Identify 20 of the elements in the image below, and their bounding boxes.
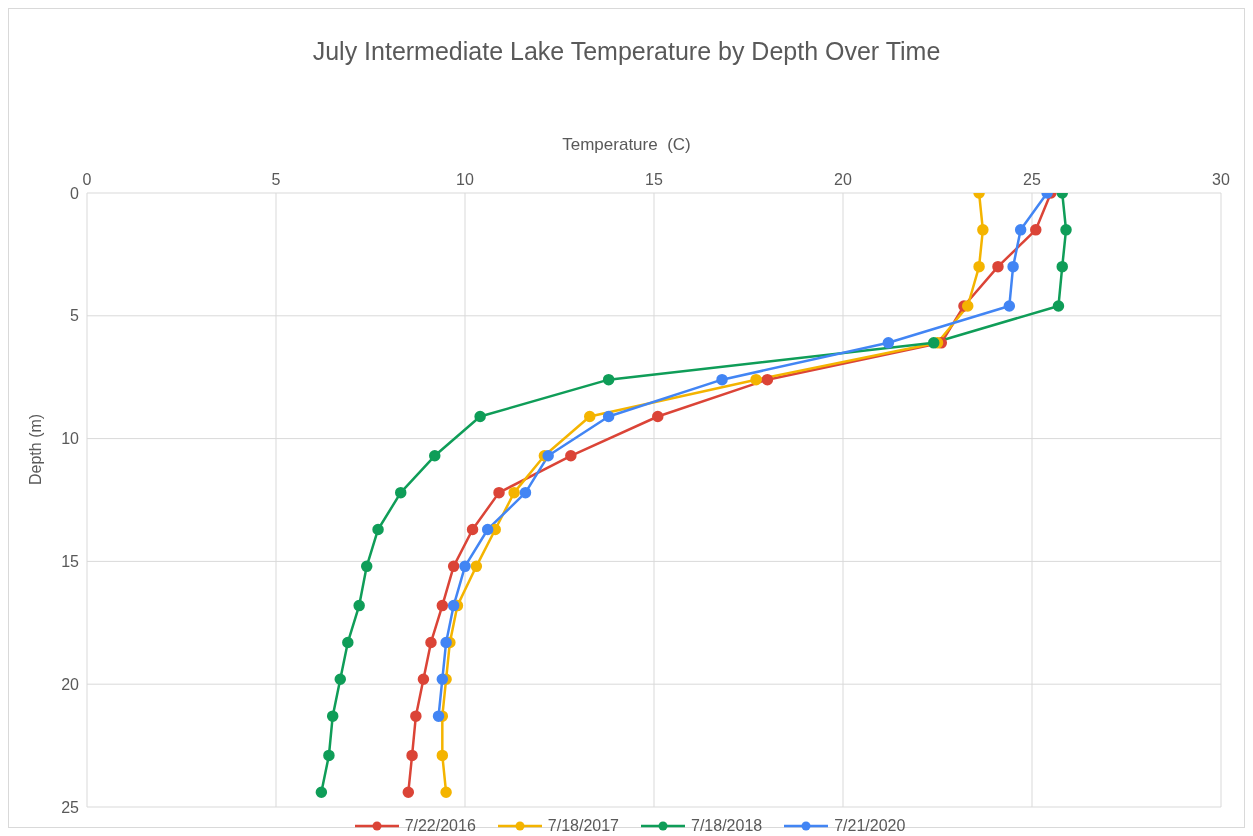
x-tick-label: 30 [1212,171,1230,188]
x-tick-label: 5 [271,171,281,188]
y-tick-label: 20 [61,675,80,693]
y-tick-label: 25 [61,798,80,816]
x-tick-label: 0 [82,171,92,188]
legend-label: 7/22/2016 [404,817,476,835]
chart-title: July Intermediate Lake Temperature by Depth Over Time [311,36,942,67]
x-tick-label: 20 [834,171,852,188]
x-tick-label: 10 [456,171,474,188]
y-tick-label: 5 [70,307,80,325]
legend-label: 7/18/2018 [691,817,763,835]
y-tick-label: 15 [61,553,80,571]
y-axis-title: Depth (m) [27,413,45,485]
x-axis-title: Temperature (C) [561,135,692,155]
legend-label: 7/21/2020 [834,817,906,835]
x-tick-label: 15 [645,171,663,188]
legend-label: 7/18/2017 [547,817,619,835]
y-tick-label: 10 [61,430,80,448]
x-tick-label: 25 [1023,171,1041,188]
y-tick-label: 0 [70,184,80,202]
